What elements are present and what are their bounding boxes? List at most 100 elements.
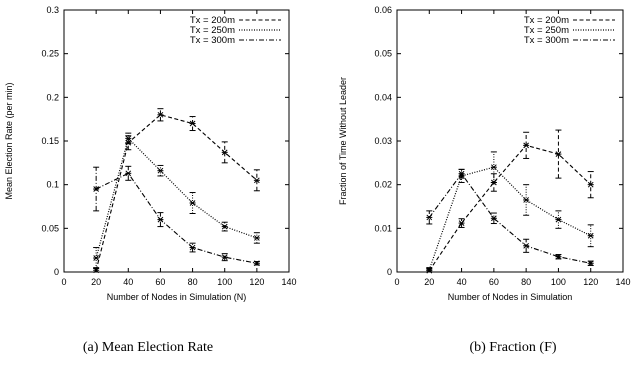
error-bar	[125, 165, 132, 181]
x-tick-label: 80	[521, 277, 531, 287]
x-tick-label: 60	[489, 277, 499, 287]
series-dotted	[93, 132, 260, 270]
legend-label: Tx = 250m	[190, 25, 235, 36]
x-tick-label: 100	[217, 277, 232, 287]
chart-a: 0 20 40 60 80 100 120 140 0 0.05 0.1 0.15 0.2 0.25 0.3…	[4, 5, 297, 302]
data-point	[157, 216, 164, 223]
data-point	[221, 254, 228, 261]
y-tick-label: 0.2	[46, 92, 59, 102]
data-point	[458, 220, 465, 226]
series-line	[95, 114, 258, 271]
series-line	[428, 166, 591, 271]
series-dotted	[426, 151, 594, 273]
error-bar	[523, 238, 530, 253]
error-bar	[555, 210, 562, 229]
y-axis-title: Mean Election Rate (per min)	[4, 82, 14, 199]
y-tick-label: 0	[54, 267, 59, 277]
x-tick-label: 0	[61, 277, 66, 287]
x-tick-label: 40	[123, 277, 133, 287]
data-point	[189, 200, 196, 206]
y-tick-label: 0.3	[46, 5, 59, 15]
data-point	[157, 167, 164, 174]
y-tick-label: 0.01	[374, 223, 392, 233]
data-point	[555, 151, 562, 157]
y-tick-label: 0.25	[41, 49, 59, 59]
x-tick-label: 140	[281, 277, 296, 287]
x-tick-label: 80	[188, 277, 198, 287]
data-point	[523, 197, 530, 203]
y-tick-label: 0.1	[46, 180, 59, 190]
y-tick-label: 0.05	[374, 49, 392, 59]
x-tick-label: 100	[551, 277, 566, 287]
data-point	[458, 170, 465, 177]
series-line	[95, 137, 258, 259]
y-axis-title: Fraction of Time Without Leader	[338, 77, 348, 205]
data-point	[93, 186, 100, 192]
y-tick-label: 0.15	[41, 136, 59, 146]
error-bar	[157, 212, 164, 228]
figure-caption: (b) Fraction (F)	[469, 340, 556, 355]
data-point	[189, 244, 196, 251]
data-point	[253, 177, 260, 184]
x-tick-label: 20	[91, 277, 101, 287]
series-dashed	[426, 129, 594, 274]
x-tick-label: 120	[249, 277, 264, 287]
y-tick-label: 0.05	[41, 223, 59, 233]
error-bar	[426, 210, 433, 225]
data-point	[587, 260, 594, 267]
series-dashdot	[426, 168, 594, 267]
legend-label: Tx = 300m	[524, 35, 569, 46]
error-bar	[157, 108, 164, 122]
legend-label: Tx = 200m	[524, 15, 569, 26]
x-tick-label: 60	[155, 277, 165, 287]
error-bar	[555, 129, 562, 179]
series-line	[95, 172, 257, 264]
data-point	[189, 120, 196, 127]
data-point	[93, 255, 100, 261]
data-point	[125, 170, 132, 177]
data-point	[426, 266, 433, 273]
x-tick-label: 40	[457, 277, 467, 287]
data-point	[426, 214, 433, 221]
legend-label: Tx = 300m	[190, 35, 235, 46]
y-tick-label: 0.06	[374, 5, 392, 15]
data-point	[587, 181, 594, 188]
x-axis-title: Number of Nodes in Simulation (N)	[107, 292, 247, 302]
legend-label: Tx = 200m	[190, 15, 235, 26]
figure-caption: (a) Mean Election Rate	[83, 340, 213, 355]
data-point	[125, 135, 132, 142]
y-tick-label: 0.04	[374, 92, 392, 102]
y-tick-label: 0	[387, 267, 392, 277]
x-tick-label: 120	[583, 277, 598, 287]
y-tick-label: 0.02	[374, 180, 392, 190]
data-point	[490, 215, 497, 222]
x-tick-label: 0	[394, 277, 399, 287]
error-bar	[458, 218, 465, 228]
error-bar	[490, 212, 497, 225]
legend-label: Tx = 250m	[524, 25, 569, 36]
x-axis-title: Number of Nodes in Simulation	[448, 292, 573, 302]
x-tick-label: 20	[424, 277, 434, 287]
data-point	[587, 232, 594, 239]
series-line	[428, 172, 591, 264]
error-bar	[221, 221, 228, 232]
data-point	[221, 149, 228, 156]
data-point	[157, 111, 164, 118]
data-point	[523, 242, 530, 249]
x-tick-label: 140	[615, 277, 630, 287]
data-point	[555, 216, 562, 223]
series-dashdot	[93, 165, 260, 267]
series-line	[428, 144, 592, 271]
data-point	[253, 260, 260, 267]
y-tick-label: 0.03	[374, 136, 392, 146]
data-point	[253, 235, 260, 241]
data-point	[523, 142, 530, 149]
data-point	[490, 164, 497, 171]
chart-b: 0 20 40 60 80 100 120 140 0 0.01 0.02 0.03 0.04 0.05 0…	[338, 5, 631, 302]
data-point	[555, 253, 562, 260]
data-point	[221, 223, 228, 230]
series-dashed	[93, 108, 260, 274]
